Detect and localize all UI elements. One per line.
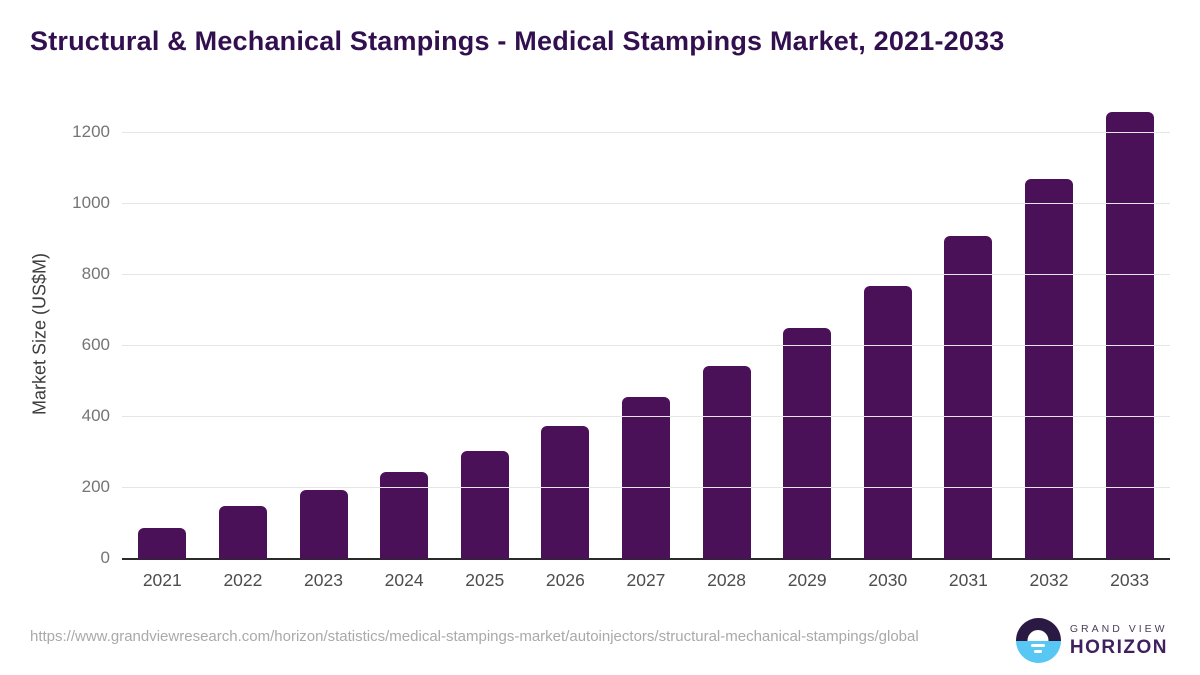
bar-2023 <box>299 490 348 559</box>
y-tick-label-0: 0 <box>100 548 110 567</box>
bar-slot-2033 <box>1089 109 1170 559</box>
bar-slot-2024 <box>364 109 445 559</box>
chart-title: Structural & Mechanical Stampings - Medi… <box>30 26 1005 56</box>
bar-slot-2026 <box>525 109 606 559</box>
x-axis-line <box>122 558 1170 560</box>
x-tick-label-2029: 2029 <box>787 570 827 590</box>
x-tick-label-2021: 2021 <box>142 570 182 590</box>
y-tick-label-800: 800 <box>81 264 110 283</box>
x-axis-tick-labels: 2021 2022 2023 2024 2025 2026 2027 2028 2029 2030… <box>122 570 1170 591</box>
horizon-sun-icon <box>1015 618 1061 663</box>
y-tick-label-1200: 1200 <box>72 122 110 141</box>
x-tick-label-2024: 2024 <box>384 570 424 590</box>
bar-2021 <box>138 528 187 559</box>
bar-slot-2023 <box>283 109 364 559</box>
logo-brand-bottom-label: HORIZON <box>1069 636 1168 658</box>
y-tick-label-200: 200 <box>81 477 110 496</box>
bar-2025 <box>460 451 509 559</box>
bar-2031 <box>944 236 993 559</box>
bar-2027 <box>621 397 670 559</box>
bar-2032 <box>1025 179 1073 559</box>
bar-2026 <box>541 426 590 559</box>
logo-reflection-line-1 <box>1031 644 1046 647</box>
x-tick-label-2030: 2030 <box>868 570 908 590</box>
grand-view-horizon-logo: GRAND VIEW HORIZON <box>1015 618 1168 663</box>
gridline-200 <box>122 487 1170 488</box>
logo-sun-shape <box>1027 629 1049 641</box>
logo-text: GRAND VIEW HORIZON <box>1070 623 1168 659</box>
logo-reflection-line-2 <box>1034 650 1043 653</box>
y-tick-label-600: 600 <box>81 335 110 354</box>
gridline-600 <box>122 345 1170 346</box>
bar-2022 <box>218 506 267 559</box>
bar-slot-2022 <box>203 109 284 559</box>
gridline-400 <box>122 416 1170 417</box>
bar-slot-2029 <box>767 109 848 559</box>
bar-2028 <box>702 366 751 559</box>
x-tick-label-2026: 2026 <box>545 570 585 590</box>
bar-slot-2028 <box>686 109 767 559</box>
bar-2030 <box>863 286 912 559</box>
source-url: https://www.grandviewresearch.com/horizo… <box>30 628 919 645</box>
bar-slot-2031 <box>928 109 1009 559</box>
x-tick-label-2031: 2031 <box>948 570 988 590</box>
x-tick-label-2023: 2023 <box>304 570 343 590</box>
bar-slot-2030 <box>847 109 928 559</box>
x-tick-label-2033: 2033 <box>1110 570 1150 590</box>
y-axis-tick-labels: 0 200 400 600 800 1000 1200 <box>0 109 110 567</box>
bar-slot-2025 <box>444 109 525 559</box>
gridline-1200 <box>122 132 1170 133</box>
bar-2029 <box>783 328 832 559</box>
bar-slot-2021 <box>122 109 203 559</box>
y-tick-label-400: 400 <box>81 406 110 425</box>
bar-2033 <box>1105 112 1154 559</box>
bar-slot-2032 <box>1009 109 1090 559</box>
bar-2024 <box>380 472 429 559</box>
gridline-800 <box>122 274 1170 275</box>
bar-series <box>122 109 1170 559</box>
x-tick-label-2025: 2025 <box>465 570 505 590</box>
x-tick-label-2028: 2028 <box>707 570 747 590</box>
bar-slot-2027 <box>606 109 687 559</box>
bar-chart-plot-area <box>122 109 1170 560</box>
x-tick-label-2032: 2032 <box>1029 570 1069 590</box>
x-tick-label-2027: 2027 <box>626 570 666 590</box>
logo-brand-top-label: GRAND VIEW <box>1069 622 1168 635</box>
gridline-1000 <box>122 203 1170 204</box>
logo-sky-half <box>1015 618 1061 641</box>
x-tick-label-2022: 2022 <box>223 570 263 590</box>
y-tick-label-1000: 1000 <box>72 193 110 212</box>
